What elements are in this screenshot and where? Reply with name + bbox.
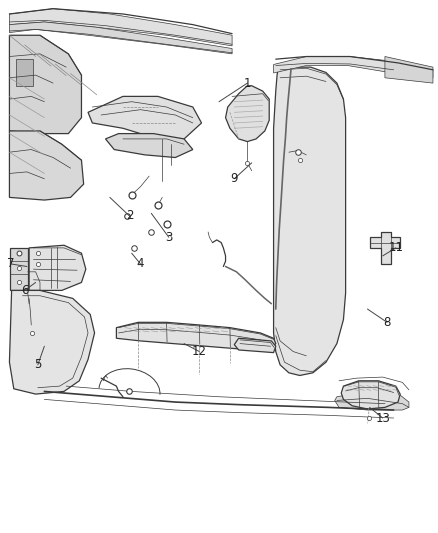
Text: 8: 8 [383, 316, 391, 329]
Polygon shape [234, 338, 276, 353]
Polygon shape [274, 56, 433, 78]
Polygon shape [11, 248, 28, 290]
Polygon shape [106, 134, 193, 158]
Polygon shape [10, 9, 232, 46]
Text: 9: 9 [230, 172, 238, 185]
Polygon shape [10, 22, 232, 54]
Polygon shape [226, 86, 269, 142]
Polygon shape [16, 59, 33, 86]
Polygon shape [117, 322, 276, 349]
Polygon shape [370, 232, 400, 264]
Polygon shape [29, 245, 86, 290]
Polygon shape [10, 35, 81, 134]
Text: 6: 6 [21, 284, 28, 297]
Text: 13: 13 [375, 411, 390, 424]
Text: 7: 7 [7, 257, 14, 270]
Polygon shape [341, 381, 400, 409]
Text: 3: 3 [165, 231, 173, 244]
Text: 11: 11 [389, 241, 403, 254]
Text: 2: 2 [126, 209, 133, 222]
Polygon shape [10, 131, 84, 200]
Polygon shape [10, 290, 95, 394]
Text: 4: 4 [137, 257, 144, 270]
Text: 1: 1 [244, 77, 251, 90]
Text: 12: 12 [192, 345, 207, 358]
Polygon shape [88, 96, 201, 139]
Polygon shape [274, 67, 346, 375]
Polygon shape [335, 391, 409, 410]
Text: 5: 5 [34, 358, 42, 372]
Polygon shape [385, 56, 433, 83]
